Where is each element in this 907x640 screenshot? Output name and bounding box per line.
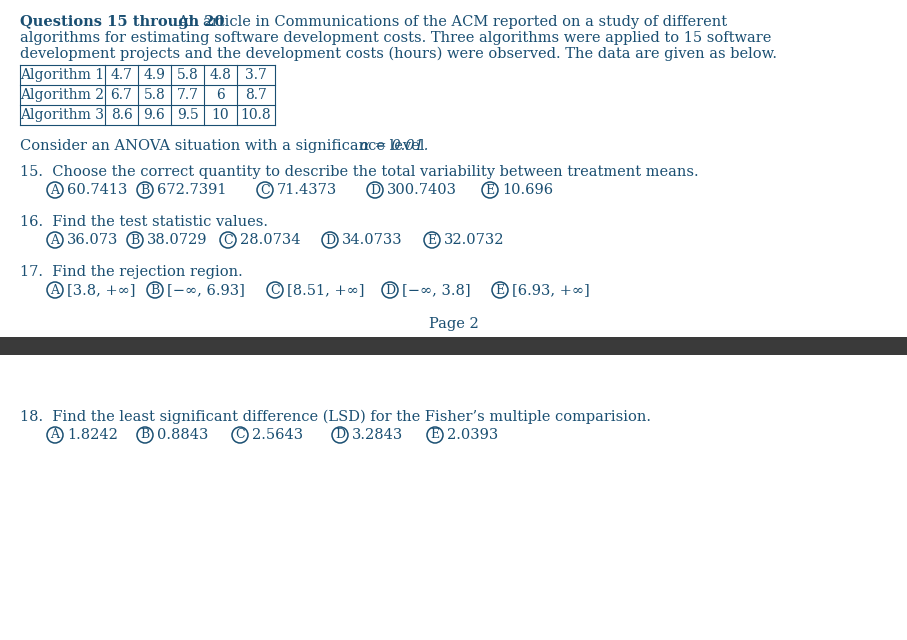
Text: Algorithm 3: Algorithm 3 — [21, 108, 104, 122]
Text: 300.7403: 300.7403 — [387, 183, 457, 197]
Text: 10.696: 10.696 — [502, 183, 553, 197]
Text: E: E — [427, 234, 436, 246]
Text: 0.8843: 0.8843 — [157, 428, 209, 442]
Text: 10.8: 10.8 — [240, 108, 271, 122]
Text: B: B — [131, 234, 140, 246]
Text: [3.8, +∞]: [3.8, +∞] — [67, 283, 135, 297]
Text: 2.5643: 2.5643 — [252, 428, 303, 442]
Text: A: A — [51, 234, 60, 246]
Text: [8.51, +∞]: [8.51, +∞] — [287, 283, 365, 297]
Text: B: B — [141, 184, 150, 196]
Text: Algorithm 1: Algorithm 1 — [21, 68, 104, 82]
Text: 5.8: 5.8 — [177, 68, 199, 82]
Text: 9.6: 9.6 — [143, 108, 165, 122]
Text: 672.7391: 672.7391 — [157, 183, 227, 197]
Text: B: B — [151, 284, 160, 296]
Text: 9.5: 9.5 — [177, 108, 199, 122]
Text: 3.7: 3.7 — [245, 68, 267, 82]
Text: E: E — [485, 184, 494, 196]
Text: Page 2: Page 2 — [429, 317, 478, 331]
Text: 4.7: 4.7 — [111, 68, 132, 82]
Text: [−∞, 6.93]: [−∞, 6.93] — [167, 283, 245, 297]
Text: 60.7413: 60.7413 — [67, 183, 127, 197]
Text: 28.0734: 28.0734 — [240, 233, 300, 247]
Text: 3.2843: 3.2843 — [352, 428, 404, 442]
Text: 15.  Choose the correct quantity to describe the total variability between treat: 15. Choose the correct quantity to descr… — [20, 165, 698, 179]
Text: D: D — [325, 234, 335, 246]
Text: 2.0393: 2.0393 — [447, 428, 498, 442]
Text: A: A — [51, 429, 60, 442]
Text: D: D — [335, 429, 345, 442]
Text: 18.  Find the least significant difference (LSD) for the Fisher’s multiple compa: 18. Find the least significant differenc… — [20, 410, 651, 424]
Text: 34.0733: 34.0733 — [342, 233, 403, 247]
Text: Consider an ANOVA situation with a significance level: Consider an ANOVA situation with a signi… — [20, 139, 429, 153]
Text: 5.8: 5.8 — [143, 88, 165, 102]
Text: α = 0.01.: α = 0.01. — [360, 139, 428, 153]
Text: 10: 10 — [211, 108, 229, 122]
Text: D: D — [385, 284, 395, 296]
Text: E: E — [495, 284, 504, 296]
Text: C: C — [235, 429, 245, 442]
Text: 6: 6 — [216, 88, 225, 102]
Text: 8.6: 8.6 — [111, 108, 132, 122]
Text: C: C — [270, 284, 280, 296]
Text: E: E — [431, 429, 440, 442]
Text: 71.4373: 71.4373 — [277, 183, 337, 197]
Text: C: C — [260, 184, 269, 196]
Text: 32.0732: 32.0732 — [444, 233, 504, 247]
Text: 7.7: 7.7 — [177, 88, 199, 102]
Text: C: C — [223, 234, 233, 246]
Text: B: B — [141, 429, 150, 442]
Text: 38.0729: 38.0729 — [147, 233, 208, 247]
Text: 4.8: 4.8 — [210, 68, 231, 82]
Text: 16.  Find the test statistic values.: 16. Find the test statistic values. — [20, 215, 268, 229]
Text: 36.073: 36.073 — [67, 233, 119, 247]
Text: algorithms for estimating software development costs. Three algorithms were appl: algorithms for estimating software devel… — [20, 31, 771, 45]
Text: Questions 15 through 20: Questions 15 through 20 — [20, 15, 225, 29]
Text: A: A — [51, 184, 60, 196]
Text: [−∞, 3.8]: [−∞, 3.8] — [402, 283, 471, 297]
Text: 6.7: 6.7 — [111, 88, 132, 102]
Text: [6.93, +∞]: [6.93, +∞] — [512, 283, 590, 297]
Bar — [0, 337, 907, 355]
Text: 1.8242: 1.8242 — [67, 428, 118, 442]
Text: D: D — [370, 184, 380, 196]
Text: 4.9: 4.9 — [143, 68, 165, 82]
Text: Algorithm 2: Algorithm 2 — [21, 88, 104, 102]
Text: development projects and the development costs (hours) were observed. The data a: development projects and the development… — [20, 47, 777, 61]
Text: A: A — [51, 284, 60, 296]
Text: 17.  Find the rejection region.: 17. Find the rejection region. — [20, 265, 243, 279]
Text: . An article in Communications of the ACM reported on a study of different: . An article in Communications of the AC… — [169, 15, 727, 29]
Text: 8.7: 8.7 — [245, 88, 267, 102]
